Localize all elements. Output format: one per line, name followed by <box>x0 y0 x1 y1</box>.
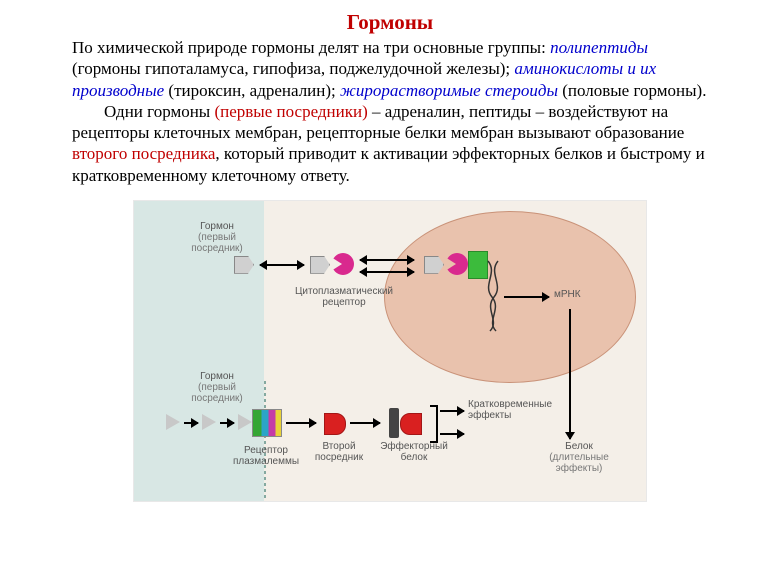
green-block-nuc <box>468 251 488 279</box>
cyto-receptor-icon <box>332 253 354 275</box>
label-plasma-receptor: Рецептор плазмалеммы <box>226 445 306 467</box>
label-hormone-1a: Гормон <box>200 221 234 232</box>
label-plasma-receptor-l2: плазмалеммы <box>233 456 299 467</box>
label-hormone-1: Гормон (первый посредник) <box>172 221 262 254</box>
arrow-second-effector <box>350 422 380 424</box>
p1-text-d: (половые гормоны). <box>558 81 707 100</box>
label-plasma-receptor-l1: Рецептор <box>244 445 288 456</box>
effector-bracket <box>430 405 438 443</box>
label-cyto-receptor: Цитоплазматический рецептор <box>289 286 399 308</box>
label-short-l2: эффекты <box>468 410 511 421</box>
arrow-receptor-second <box>286 422 316 424</box>
arrow-receptor-nucleus-bot <box>360 271 414 273</box>
nuc-receptor-icon <box>446 253 468 275</box>
label-hormone-2: Гормон (первый посредник) <box>172 371 262 404</box>
arrow-effector-short <box>440 410 464 412</box>
term-polypeptides: полипептиды <box>550 38 648 57</box>
arrow-dna-mrna <box>504 296 549 298</box>
plasma-membrane <box>264 381 266 501</box>
hormone-diagram: Гормон (первый посредник) Цитоплазматиче… <box>133 200 647 502</box>
dna-helix <box>486 261 496 331</box>
label-long-l2: эффекты) <box>556 463 603 474</box>
paragraph-2: Одни гормоны (первые посредники) – адрен… <box>72 101 708 186</box>
label-protein: Белок (длительные эффекты) <box>544 441 614 474</box>
tri-3 <box>238 414 252 430</box>
label-second-l2: посредник <box>315 452 363 463</box>
effector-bar <box>389 408 399 438</box>
label-short-l1: Кратковременные <box>468 399 552 410</box>
label-effector: Эффекторный белок <box>374 441 454 463</box>
p1-text-c: (тироксин, адреналин); <box>164 81 340 100</box>
arrow-tri-2-3 <box>220 422 234 424</box>
effector-red-icon <box>400 413 422 435</box>
p2-text-a: Одни гормоны <box>104 102 214 121</box>
label-mrna: мРНК <box>554 289 581 300</box>
tri-2 <box>202 414 216 430</box>
label-hormone-2b: (первый посредник) <box>191 382 243 404</box>
label-long-l1: (длительные <box>549 452 609 463</box>
plasma-receptor-icon <box>252 409 282 437</box>
arrow-tri-1-2 <box>184 422 198 424</box>
term-second-messenger: второго посредника <box>72 144 215 163</box>
label-second-l1: Второй <box>322 441 355 452</box>
arrow-hormone-receptor <box>260 264 304 266</box>
page-title: Гормоны <box>72 10 708 35</box>
label-cyto-receptor-l1: Цитоплазматический <box>295 286 393 297</box>
second-messenger-icon <box>324 413 346 435</box>
arrow-mrna-protein <box>569 309 571 439</box>
p1-text-a: По химической природе гормоны делят на т… <box>72 38 550 57</box>
paragraph-1: По химической природе гормоны делят на т… <box>72 37 708 101</box>
label-protein-l1: Белок <box>565 441 593 452</box>
tri-1 <box>166 414 180 430</box>
label-hormone-2a: Гормон <box>200 371 234 382</box>
label-cyto-receptor-l2: рецептор <box>322 297 365 308</box>
term-steroids: жирорастворимые стероиды <box>340 81 558 100</box>
label-hormone-1b: (первый посредник) <box>191 232 243 254</box>
arrow-effector-short-2 <box>440 433 464 435</box>
label-effector-l2: белок <box>401 452 428 463</box>
label-short-effects: Кратковременные эффекты <box>468 399 568 421</box>
p1-text-b: (гормоны гипоталамуса, гипофиза, поджелу… <box>72 59 514 78</box>
label-second-messenger: Второй посредник <box>309 441 369 463</box>
arrow-receptor-nucleus-top <box>360 259 414 261</box>
term-first-messengers: (первые посредники) <box>214 102 367 121</box>
